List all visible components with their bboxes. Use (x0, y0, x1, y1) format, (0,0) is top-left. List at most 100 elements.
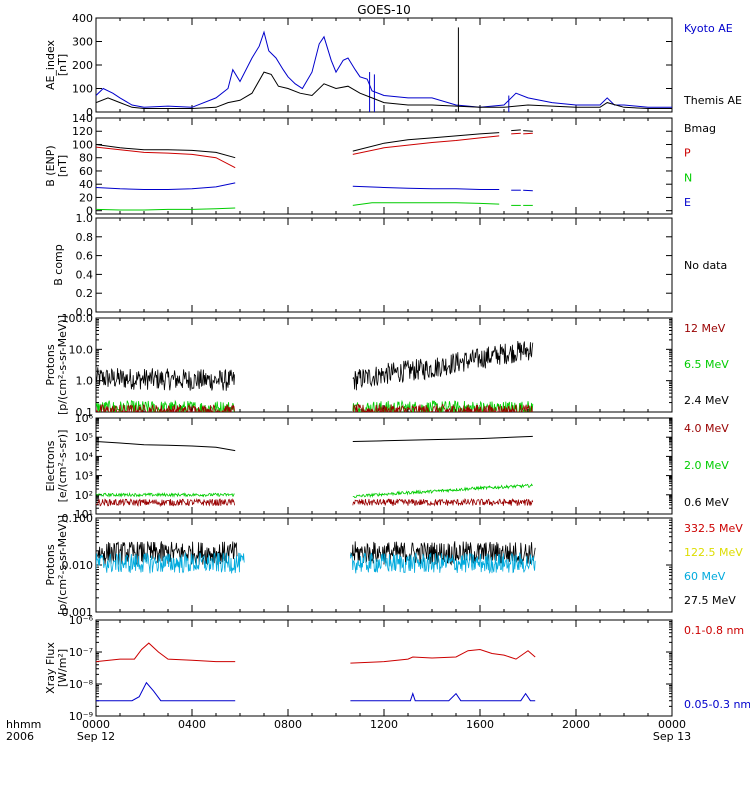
panel-electrons: 10¹ 10² 10³ 10⁴ 10⁵ 10⁶ Electrons [e/(cm²-s-sr)… (44, 412, 729, 521)
y-tick-label: 0.2 (76, 287, 94, 300)
series-n (96, 202, 533, 211)
legend-entry: 0.6 MeV (684, 496, 729, 509)
y-tick-label: 0.4 (76, 268, 94, 281)
y-tick-label: 0 (86, 205, 93, 218)
y-axis-label: Protons (44, 544, 57, 585)
series-line (96, 144, 236, 159)
x-tick-label: 1200 (370, 718, 398, 731)
series-line (96, 642, 236, 663)
y-axis-label: Electrons (44, 440, 57, 491)
y-tick-label: 140 (72, 112, 93, 125)
legend-entry: 6.5 MeV (684, 358, 729, 371)
y-tick-label: 0.100 (62, 512, 94, 525)
series-line (96, 146, 236, 169)
y-axis-label: [p/(cm²-s-sr-MeV)] (56, 315, 69, 415)
series-0-05-0-3-nm (96, 681, 536, 702)
y-axis-label: [nT] (56, 155, 69, 177)
series-line (96, 71, 672, 109)
y-tick-label: 10.0 (69, 343, 94, 356)
y-axis-label: [nT] (56, 54, 69, 76)
panel-frame (95, 619, 673, 717)
legend-entry: 332.5 MeV (684, 522, 743, 535)
series-line (352, 403, 534, 412)
y-tick-label: 80 (79, 152, 93, 165)
legend-entry: No data (684, 259, 727, 272)
y-tick-label: 100 (72, 83, 93, 96)
series-4-0-mev (96, 497, 534, 508)
panel-xray: 10⁻⁹ 10⁻⁸ 10⁻⁷ 10⁻⁶ Xray Flux [W/m²] 0.1-0.8 n… (44, 614, 750, 723)
panel-frame (95, 17, 673, 113)
x-tick-date-label: Sep 12 (77, 730, 115, 743)
legend-entry: Themis AE (683, 94, 742, 107)
legend-entry: 60 MeV (684, 570, 726, 583)
y-tick-label: 0.010 (62, 559, 94, 572)
series-line (352, 483, 533, 499)
series-2-4-mev (96, 340, 534, 391)
x-tick-date-label: Sep 13 (653, 730, 691, 743)
series-line (523, 189, 533, 192)
legend-entry: N (684, 171, 692, 184)
series-2-0-mev (96, 483, 533, 499)
legend-entry: E (684, 196, 691, 209)
series-line (96, 681, 236, 702)
y-tick-label: 0 (86, 106, 93, 119)
series-line (523, 132, 533, 135)
series-bmag (96, 129, 533, 159)
y-tick-label: 400 (72, 12, 93, 25)
series-line (352, 185, 500, 190)
y-axis-label: Protons (44, 344, 57, 385)
y-tick-label: 10⁻⁹ (69, 710, 93, 723)
legend-entry: 2.4 MeV (684, 394, 729, 407)
series-line (511, 129, 521, 132)
series-line (96, 182, 236, 190)
y-axis-label: B comp (52, 244, 65, 286)
y-tick-label: 10² (75, 489, 93, 502)
y-tick-label: 200 (72, 59, 93, 72)
y-tick-label: 120 (72, 125, 93, 138)
panel-frame (95, 217, 673, 313)
y-tick-label: 10³ (75, 470, 93, 483)
series-line (350, 692, 536, 702)
legend-entry: 4.0 MeV (684, 422, 729, 435)
series-themis-ae (96, 27, 672, 112)
legend-entry: P (684, 147, 691, 160)
y-tick-label: 40 (79, 178, 93, 191)
y-tick-label: 10⁶ (75, 412, 94, 425)
y-tick-label: 1.0 (76, 212, 94, 225)
series-p (96, 132, 533, 169)
legend-entry: 122.5 MeV (684, 546, 743, 559)
legend-entry: 2.0 MeV (684, 459, 729, 472)
x-tick-label: 1600 (466, 718, 494, 731)
series-line (96, 551, 245, 574)
legend-entry: 0.05-0.3 nm (684, 698, 750, 711)
time-corner-year: 2006 (6, 730, 34, 743)
y-tick-label: 0.0 (76, 306, 94, 319)
series-line (350, 551, 536, 574)
y-tick-label: 100 (72, 138, 93, 151)
series-line (352, 202, 500, 206)
time-corner-label: hhmm (6, 718, 41, 731)
series-line (96, 404, 235, 412)
panel-protons2: 0.001 0.010 0.100 Protons [p/(cm²-s-sr-MeV)]… (44, 512, 743, 619)
y-axis-label: Xray Flux (44, 642, 57, 694)
panel-frame (95, 317, 673, 413)
x-tick-label: 0800 (274, 718, 302, 731)
y-tick-label: 1.0 (76, 375, 94, 388)
y-tick-label: 20 (79, 191, 93, 204)
y-tick-label: 10⁻⁷ (69, 646, 93, 659)
series-line (352, 135, 500, 155)
series-12-mev (96, 403, 534, 412)
series-line (96, 498, 235, 508)
figure-title: GOES-10 (357, 3, 411, 17)
series-line (96, 367, 235, 391)
series-60-mev (96, 551, 536, 574)
y-tick-label: 60 (79, 165, 93, 178)
series-0-1-0-8-nm (96, 642, 536, 664)
series-line (96, 441, 236, 452)
y-axis-label: [p/(cm²-s-sr-MeV)] (56, 515, 69, 615)
series-line (96, 492, 235, 498)
series-0-6-mev (96, 435, 533, 452)
y-tick-label: 10⁻⁶ (69, 614, 94, 627)
legend-entry: Bmag (684, 122, 716, 135)
